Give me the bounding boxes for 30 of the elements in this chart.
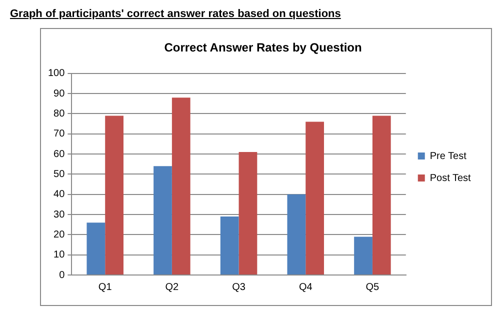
legend-label: Pre Test: [430, 150, 467, 162]
bar: [105, 116, 124, 274]
y-tick-label: 10: [54, 250, 66, 261]
bar: [220, 216, 239, 274]
text: Graph of participants' correct answer rates based on questions: [10, 8, 342, 20]
x-tick-label: Q1: [98, 282, 112, 293]
y-tick-label: 100: [48, 68, 66, 80]
bar: [372, 116, 391, 274]
bar: [306, 122, 324, 274]
y-tick-label: 40: [54, 189, 66, 200]
bar: [154, 166, 172, 274]
x-tick-label: Q2: [165, 282, 180, 293]
bar: [287, 194, 306, 274]
legend-label: Post Test: [430, 172, 472, 184]
y-tick-label: 50: [54, 168, 66, 180]
y-tick-label: 70: [54, 128, 66, 140]
y-tick-label: 60: [54, 148, 66, 160]
bar: [172, 98, 190, 274]
y-tick-label: 90: [54, 88, 66, 100]
bar: [86, 222, 106, 274]
y-tick-label: 30: [54, 209, 66, 220]
y-tick-label: 80: [54, 108, 66, 120]
x-tick-label: Q3: [232, 282, 246, 293]
chart-title: Correct Answer Rates by Question: [164, 40, 362, 55]
bar: [238, 152, 258, 274]
x-tick-label: Q5: [366, 282, 380, 293]
bar: [354, 236, 372, 274]
x-tick-label: Q4: [298, 282, 313, 293]
y-tick-label: 0: [59, 270, 66, 281]
y-tick-label: 20: [54, 229, 66, 240]
